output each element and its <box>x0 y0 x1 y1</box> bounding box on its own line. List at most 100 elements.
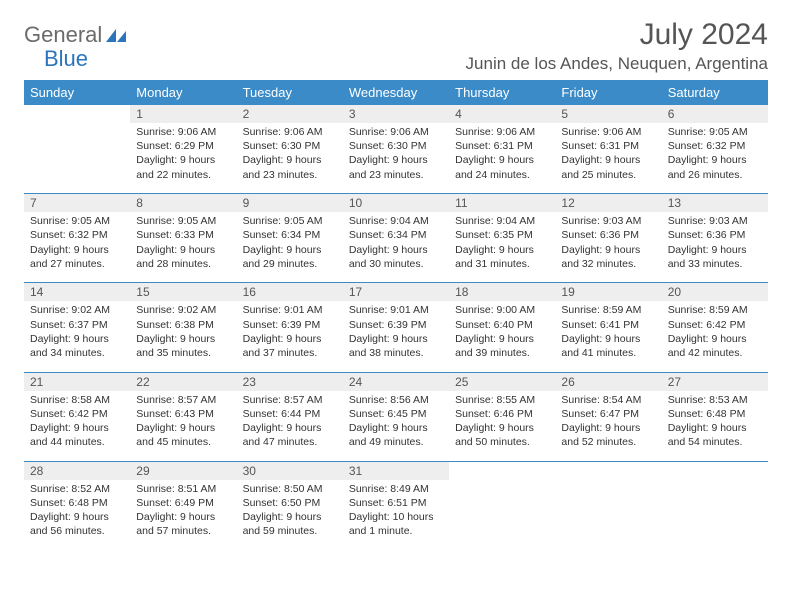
sunset-line: Sunset: 6:51 PM <box>349 496 443 510</box>
sunset-line: Sunset: 6:32 PM <box>668 139 762 153</box>
daylight-line: Daylight: 9 hours and 23 minutes. <box>243 153 337 181</box>
daylight-line: Daylight: 9 hours and 56 minutes. <box>30 510 124 538</box>
header: General July 2024 Junin de los Andes, Ne… <box>24 18 768 74</box>
day-number-cell <box>24 105 130 123</box>
daylight-line: Daylight: 9 hours and 25 minutes. <box>561 153 655 181</box>
day-number-row: 28293031 <box>24 461 768 480</box>
daylight-line: Daylight: 9 hours and 28 minutes. <box>136 243 230 271</box>
day-number-cell: 15 <box>130 283 236 302</box>
day-data-cell: Sunrise: 8:54 AMSunset: 6:47 PMDaylight:… <box>555 391 661 458</box>
day-data-cell: Sunrise: 9:06 AMSunset: 6:30 PMDaylight:… <box>343 123 449 190</box>
daylight-line: Daylight: 9 hours and 54 minutes. <box>668 421 762 449</box>
sunrise-line: Sunrise: 9:03 AM <box>561 214 655 228</box>
daylight-line: Daylight: 10 hours and 1 minute. <box>349 510 443 538</box>
day-number-cell: 6 <box>662 105 768 123</box>
day-number-cell: 4 <box>449 105 555 123</box>
day-number-cell: 8 <box>130 194 236 213</box>
day-header-row: SundayMondayTuesdayWednesdayThursdayFrid… <box>24 80 768 105</box>
sunset-line: Sunset: 6:45 PM <box>349 407 443 421</box>
sunrise-line: Sunrise: 8:57 AM <box>243 393 337 407</box>
day-number-row: 14151617181920 <box>24 283 768 302</box>
daylight-line: Daylight: 9 hours and 30 minutes. <box>349 243 443 271</box>
sunset-line: Sunset: 6:34 PM <box>349 228 443 242</box>
location-text: Junin de los Andes, Neuquen, Argentina <box>466 54 768 74</box>
day-data-cell: Sunrise: 8:52 AMSunset: 6:48 PMDaylight:… <box>24 480 130 547</box>
sunset-line: Sunset: 6:33 PM <box>136 228 230 242</box>
day-data-cell: Sunrise: 8:57 AMSunset: 6:43 PMDaylight:… <box>130 391 236 458</box>
day-data-cell: Sunrise: 8:57 AMSunset: 6:44 PMDaylight:… <box>237 391 343 458</box>
day-data-cell: Sunrise: 9:05 AMSunset: 6:33 PMDaylight:… <box>130 212 236 279</box>
daylight-line: Daylight: 9 hours and 29 minutes. <box>243 243 337 271</box>
sunrise-line: Sunrise: 8:49 AM <box>349 482 443 496</box>
sunrise-line: Sunrise: 8:59 AM <box>668 303 762 317</box>
daylight-line: Daylight: 9 hours and 32 minutes. <box>561 243 655 271</box>
daylight-line: Daylight: 9 hours and 34 minutes. <box>30 332 124 360</box>
sunrise-line: Sunrise: 8:53 AM <box>668 393 762 407</box>
sunrise-line: Sunrise: 9:05 AM <box>668 125 762 139</box>
day-data-row: Sunrise: 9:02 AMSunset: 6:37 PMDaylight:… <box>24 301 768 368</box>
logo-text-general: General <box>24 22 102 48</box>
sunset-line: Sunset: 6:31 PM <box>561 139 655 153</box>
sunrise-line: Sunrise: 9:02 AM <box>30 303 124 317</box>
day-data-cell: Sunrise: 9:03 AMSunset: 6:36 PMDaylight:… <box>555 212 661 279</box>
sunrise-line: Sunrise: 8:58 AM <box>30 393 124 407</box>
day-data-cell: Sunrise: 9:01 AMSunset: 6:39 PMDaylight:… <box>237 301 343 368</box>
day-data-cell: Sunrise: 9:06 AMSunset: 6:31 PMDaylight:… <box>449 123 555 190</box>
day-number-cell: 19 <box>555 283 661 302</box>
sunset-line: Sunset: 6:35 PM <box>455 228 549 242</box>
daylight-line: Daylight: 9 hours and 38 minutes. <box>349 332 443 360</box>
sunrise-line: Sunrise: 8:59 AM <box>561 303 655 317</box>
day-data-cell: Sunrise: 9:01 AMSunset: 6:39 PMDaylight:… <box>343 301 449 368</box>
day-data-cell: Sunrise: 8:56 AMSunset: 6:45 PMDaylight:… <box>343 391 449 458</box>
sunrise-line: Sunrise: 9:06 AM <box>243 125 337 139</box>
day-header: Tuesday <box>237 80 343 105</box>
title-block: July 2024 Junin de los Andes, Neuquen, A… <box>466 18 768 74</box>
daylight-line: Daylight: 9 hours and 45 minutes. <box>136 421 230 449</box>
daylight-line: Daylight: 9 hours and 31 minutes. <box>455 243 549 271</box>
day-number-cell: 20 <box>662 283 768 302</box>
sunrise-line: Sunrise: 9:05 AM <box>136 214 230 228</box>
day-number-cell <box>662 461 768 480</box>
day-number-row: 123456 <box>24 105 768 123</box>
day-data-cell: Sunrise: 9:05 AMSunset: 6:32 PMDaylight:… <box>24 212 130 279</box>
day-data-cell: Sunrise: 9:04 AMSunset: 6:35 PMDaylight:… <box>449 212 555 279</box>
day-data-cell: Sunrise: 8:55 AMSunset: 6:46 PMDaylight:… <box>449 391 555 458</box>
sunrise-line: Sunrise: 9:06 AM <box>561 125 655 139</box>
day-number-cell: 27 <box>662 372 768 391</box>
day-data-cell: Sunrise: 8:50 AMSunset: 6:50 PMDaylight:… <box>237 480 343 547</box>
day-data-cell: Sunrise: 9:00 AMSunset: 6:40 PMDaylight:… <box>449 301 555 368</box>
sunrise-line: Sunrise: 9:05 AM <box>243 214 337 228</box>
sunrise-line: Sunrise: 9:06 AM <box>349 125 443 139</box>
sunset-line: Sunset: 6:34 PM <box>243 228 337 242</box>
logo-text-blue-wrap: Blue <box>44 46 88 72</box>
day-data-cell: Sunrise: 9:06 AMSunset: 6:30 PMDaylight:… <box>237 123 343 190</box>
sunset-line: Sunset: 6:41 PM <box>561 318 655 332</box>
day-number-cell: 1 <box>130 105 236 123</box>
daylight-line: Daylight: 9 hours and 42 minutes. <box>668 332 762 360</box>
sunset-line: Sunset: 6:39 PM <box>243 318 337 332</box>
day-data-cell <box>662 480 768 547</box>
sunrise-line: Sunrise: 9:00 AM <box>455 303 549 317</box>
sunset-line: Sunset: 6:36 PM <box>561 228 655 242</box>
sunrise-line: Sunrise: 8:56 AM <box>349 393 443 407</box>
day-number-cell: 14 <box>24 283 130 302</box>
calendar-table: SundayMondayTuesdayWednesdayThursdayFrid… <box>24 80 768 546</box>
day-data-cell: Sunrise: 9:02 AMSunset: 6:37 PMDaylight:… <box>24 301 130 368</box>
day-data-cell: Sunrise: 8:51 AMSunset: 6:49 PMDaylight:… <box>130 480 236 547</box>
day-data-cell: Sunrise: 9:05 AMSunset: 6:34 PMDaylight:… <box>237 212 343 279</box>
sunset-line: Sunset: 6:32 PM <box>30 228 124 242</box>
sunset-line: Sunset: 6:30 PM <box>243 139 337 153</box>
sunset-line: Sunset: 6:42 PM <box>30 407 124 421</box>
daylight-line: Daylight: 9 hours and 47 minutes. <box>243 421 337 449</box>
sunset-line: Sunset: 6:38 PM <box>136 318 230 332</box>
day-data-cell: Sunrise: 9:06 AMSunset: 6:29 PMDaylight:… <box>130 123 236 190</box>
sunset-line: Sunset: 6:43 PM <box>136 407 230 421</box>
day-number-cell: 24 <box>343 372 449 391</box>
sunset-line: Sunset: 6:49 PM <box>136 496 230 510</box>
logo-text-blue: Blue <box>44 46 88 71</box>
daylight-line: Daylight: 9 hours and 33 minutes. <box>668 243 762 271</box>
sunset-line: Sunset: 6:47 PM <box>561 407 655 421</box>
day-number-cell: 11 <box>449 194 555 213</box>
sunset-line: Sunset: 6:37 PM <box>30 318 124 332</box>
sunrise-line: Sunrise: 9:04 AM <box>349 214 443 228</box>
